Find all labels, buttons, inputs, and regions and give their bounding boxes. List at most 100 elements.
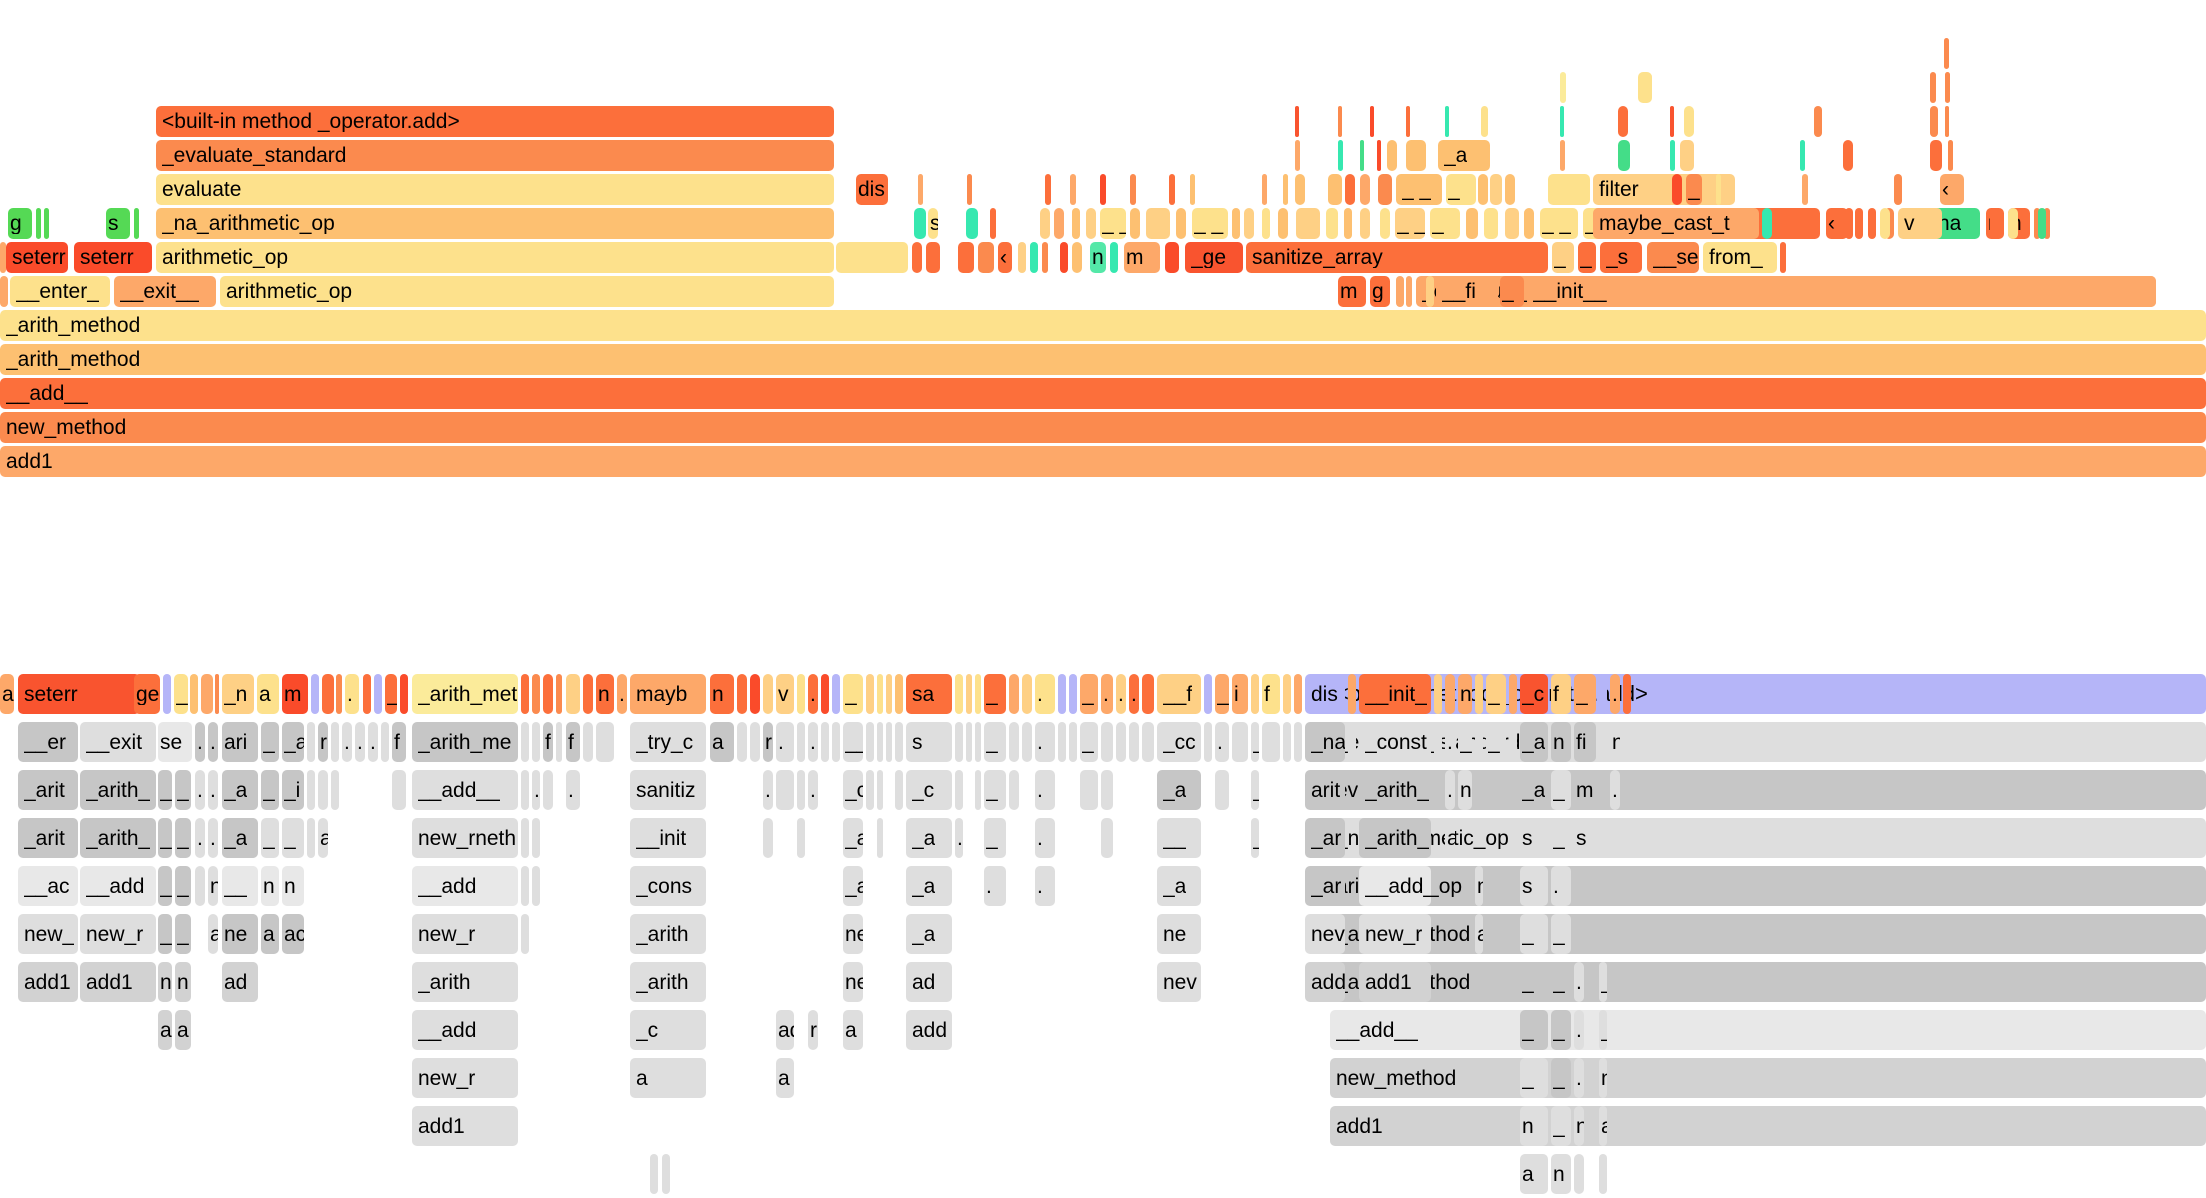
flame-frame-bottom-r1-28[interactable]: r [763, 722, 773, 762]
flame-frame-bottom-deep-5[interactable] [662, 1154, 670, 1194]
flame-frame-bottom-r3-25[interactable]: _ [1251, 818, 1259, 858]
flame-frame-bottom-r0-28[interactable]: mayb [630, 674, 706, 714]
bottom-inverted-flame-graph[interactable]: <built-in method _operator.add>_evaluate… [0, 660, 2206, 1198]
flame-frame-bottom-r6-8[interactable]: ad [906, 962, 952, 1002]
flame-frame-bottom-r1-36[interactable] [877, 722, 883, 762]
flame-frame-bottom-main-3[interactable]: _na_arithmetic_op [1330, 818, 2206, 858]
flame-frame-bottom-r6-15[interactable]: _ [1599, 962, 1607, 1002]
flame-frame-bottom-r3-19[interactable]: _a [906, 818, 952, 858]
flame-frame-bottom-main-9[interactable]: add1 [1330, 1106, 2206, 1146]
flame-frame-bottom-r1-50[interactable] [1101, 722, 1113, 762]
flame-frame-top-80[interactable] [1484, 208, 1498, 239]
flame-frame-top-42[interactable] [1478, 174, 1488, 205]
flame-frame-bottom-r0-13[interactable] [336, 674, 342, 714]
flame-frame-top-8[interactable] [1670, 106, 1674, 137]
flame-frame-bottom-r2-41[interactable]: n [1458, 770, 1472, 810]
flame-frame-bottom-r1-19[interactable]: f [543, 722, 553, 762]
flame-frame-bottom-r2-30[interactable]: _ [984, 770, 1006, 810]
flame-frame-top-11[interactable] [1295, 140, 1300, 171]
flame-frame-bottom-r0-74[interactable] [1509, 674, 1517, 714]
flame-frame-bottom-r1-69[interactable]: _ [1486, 722, 1506, 762]
flame-frame-bottom-r1-46[interactable]: . [1035, 722, 1055, 762]
flame-frame-bottom-r2-24[interactable] [866, 770, 874, 810]
flame-frame-bottom-r0-68[interactable]: __init_ [1359, 674, 1431, 714]
flame-frame-top-20[interactable] [1800, 140, 1805, 171]
flame-frame-top-108[interactable] [1072, 242, 1082, 273]
flame-frame-bottom-r8-5[interactable]: . [1574, 1058, 1584, 1098]
flame-frame-bottom-r4-2[interactable]: _ [158, 866, 172, 906]
flame-frame-bottom-r4-20[interactable]: n [1475, 866, 1483, 906]
flame-frame-bottom-r3-24[interactable]: __ [1157, 818, 1201, 858]
flame-frame-bottom-r0-72[interactable] [1475, 674, 1483, 714]
flame-frame-bottom-r2-27[interactable]: _c [906, 770, 952, 810]
flame-frame-top-spire-1[interactable] [1618, 106, 1628, 137]
flame-frame-top-70[interactable] [1262, 208, 1270, 239]
flame-frame-top-79[interactable] [1466, 208, 1478, 239]
flame-frame-bottom-r5-2[interactable]: _ [158, 914, 172, 954]
flame-frame-top-116[interactable]: _ [1578, 242, 1596, 273]
flame-frame-bottom-r6-12[interactable]: _ [1520, 962, 1548, 1002]
flame-frame-top-44[interactable] [1505, 174, 1515, 205]
flame-frame-or-1[interactable] [1845, 208, 1853, 239]
flame-frame-bottom-r0-27[interactable]: . [617, 674, 627, 714]
flame-frame-top-123[interactable]: __exit__ [114, 276, 216, 307]
flame-frame-bottom-r1-18[interactable] [532, 722, 540, 762]
flame-frame-bottom-r5-1[interactable]: new_r [80, 914, 156, 954]
flame-frame-top-78[interactable]: _ [1430, 208, 1460, 239]
flame-frame-bottom-r1-32[interactable] [821, 722, 829, 762]
flame-frame-top-45[interactable] [1548, 174, 1590, 205]
flame-frame-top-43[interactable] [1490, 174, 1502, 205]
flame-frame-finalize[interactable]: __fi [1436, 276, 1498, 307]
flame-frame-bottom-r6-2[interactable]: n [158, 962, 172, 1002]
flame-frame-bottom-r7-5[interactable]: r [808, 1010, 818, 1050]
flame-frame-bottom-r7-11[interactable]: _ [1599, 1010, 1607, 1050]
flame-frame-top-67[interactable]: _ _ _ [1192, 208, 1228, 239]
flame-frame-bottom-r1-45[interactable] [1022, 722, 1032, 762]
flame-frame-top-69[interactable] [1244, 208, 1254, 239]
flame-frame-bottom-r7-8[interactable]: _ [1520, 1010, 1548, 1050]
flame-frame-bottom-r2-39[interactable]: _arith_ [1359, 770, 1431, 810]
flame-frame-top-17[interactable]: _a [1438, 140, 1490, 171]
flame-frame-bottom-r1-0[interactable]: __er [18, 722, 78, 762]
flame-frame-top-95[interactable] [2034, 208, 2040, 239]
flame-frame-bottom-r0-69[interactable] [1434, 674, 1442, 714]
flame-frame-top-26[interactable] [967, 174, 972, 205]
flame-frame-top-89[interactable] [1868, 208, 1876, 239]
flame-frame-bottom-r0-70[interactable] [1445, 674, 1455, 714]
flame-frame-bottom-r3-11[interactable]: new_rneth [412, 818, 518, 858]
flame-frame-top-21[interactable] [1843, 140, 1853, 171]
flame-frame-bottom-r1-74[interactable] [1599, 722, 1607, 762]
flame-frame-bottom-r0-65[interactable] [1294, 674, 1302, 714]
flame-frame-top-117[interactable]: _s [1600, 242, 1642, 273]
flame-frame-bottom-r2-5[interactable]: . [208, 770, 218, 810]
flame-frame-bottom-r2-7[interactable]: _ [261, 770, 279, 810]
flame-frame-bottom-r5-18[interactable]: _ [1551, 914, 1571, 954]
flame-frame-bottom-r0-8[interactable]: _n [222, 674, 254, 714]
flame-frame-bottom-r2-18[interactable]: sanitiz [630, 770, 706, 810]
flame-frame-top-64[interactable] [1130, 208, 1140, 239]
flame-frame-top-128[interactable] [1406, 276, 1412, 307]
flame-frame-bottom-r2-14[interactable] [521, 770, 529, 810]
flame-frame-bottom-r4-12[interactable]: _cons [630, 866, 706, 906]
flame-frame-bottom-r1-29[interactable]: . [776, 722, 794, 762]
flame-frame-bottom-r1-24[interactable]: _try_c [630, 722, 706, 762]
flame-frame-top-99[interactable] [912, 242, 922, 273]
flame-frame-bottom-r7-0[interactable]: a [158, 1010, 172, 1050]
flame-frame-top-spire-3[interactable] [1638, 72, 1652, 103]
flame-frame-bottom-r4-3[interactable]: _ [175, 866, 191, 906]
flame-frame-green-2[interactable] [44, 208, 49, 239]
flame-frame-bottom-r2-31[interactable] [1009, 770, 1019, 810]
flame-frame-bottom-r4-10[interactable] [521, 866, 529, 906]
flame-frame-top-83[interactable]: _ _ [1540, 208, 1578, 239]
flame-frame-bottom-r0-11[interactable] [311, 674, 319, 714]
flame-frame-bottom-r3-0[interactable]: _arit [18, 818, 78, 858]
flame-frame-bottom-r6-14[interactable]: . [1574, 962, 1584, 1002]
flame-frame-bottom-r0-56[interactable]: . [1129, 674, 1139, 714]
flame-frame-bottom-r0-48[interactable] [1009, 674, 1019, 714]
flame-frame-init[interactable]: __init__ [1527, 276, 2156, 307]
flame-frame-bottom-r1-16[interactable]: _arith_me [412, 722, 518, 762]
flame-frame-top-81[interactable] [1505, 208, 1519, 239]
flame-frame-bottom-r0-37[interactable] [832, 674, 840, 714]
flame-frame-top-39[interactable] [1378, 174, 1392, 205]
flame-frame-bottom-r1-21[interactable]: f [566, 722, 580, 762]
